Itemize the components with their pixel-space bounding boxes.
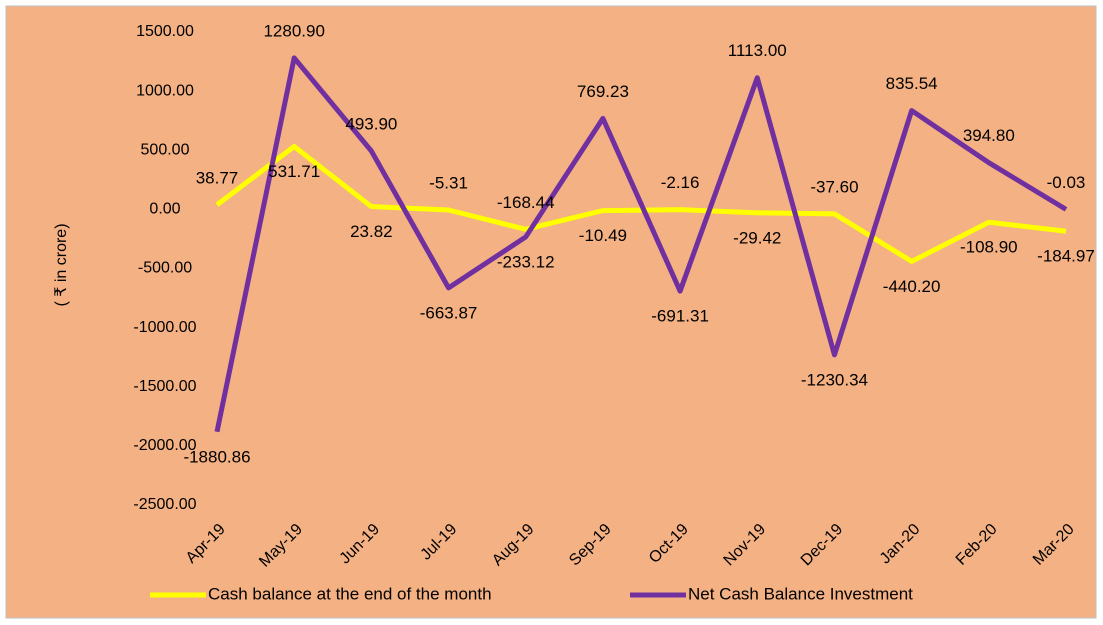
data-label: 531.71	[268, 162, 320, 181]
data-label: 394.80	[963, 126, 1015, 145]
data-label: 835.54	[886, 74, 938, 93]
y-tick-label: -1000.00	[133, 319, 196, 336]
legend-label: Cash balance at the end of the month	[208, 584, 492, 603]
data-label: -691.31	[651, 307, 709, 326]
y-tick-label: -2000.00	[133, 437, 196, 454]
data-label: -29.42	[733, 228, 781, 247]
data-label: -108.90	[960, 238, 1018, 257]
data-label: -233.12	[497, 252, 555, 271]
y-tick-label: 500.00	[141, 141, 190, 158]
y-tick-label: -500.00	[138, 260, 192, 277]
data-label: -0.03	[1047, 173, 1086, 192]
data-label: 769.23	[577, 82, 629, 101]
data-label: -2.16	[661, 173, 700, 192]
data-label: -168.44	[497, 193, 555, 212]
chart-background	[5, 5, 1097, 619]
data-label: 1113.00	[728, 41, 787, 60]
data-label: -184.97	[1037, 247, 1095, 266]
data-label: 23.82	[350, 222, 393, 241]
y-tick-label: 1000.00	[136, 82, 194, 99]
data-label: -1880.86	[183, 447, 250, 466]
y-tick-label: -1500.00	[133, 378, 196, 395]
data-label: -37.60	[810, 177, 858, 196]
data-label: -1230.34	[801, 370, 868, 389]
data-label: -440.20	[883, 277, 941, 296]
data-label: -10.49	[579, 226, 627, 245]
data-label: -663.87	[420, 303, 478, 322]
series-line	[214, 55, 1068, 433]
y-axis-label: ( ₹ in crore)	[53, 223, 70, 306]
data-label: -5.31	[429, 173, 468, 192]
data-label: 38.77	[196, 168, 239, 187]
y-tick-label: 0.00	[149, 201, 180, 218]
y-tick-label: 1500.00	[136, 23, 194, 40]
y-tick-label: -2500.00	[133, 496, 196, 513]
data-label: 1280.90	[263, 21, 324, 40]
legend-label: Net Cash Balance Investment	[688, 584, 913, 603]
data-label: 493.90	[345, 114, 397, 133]
